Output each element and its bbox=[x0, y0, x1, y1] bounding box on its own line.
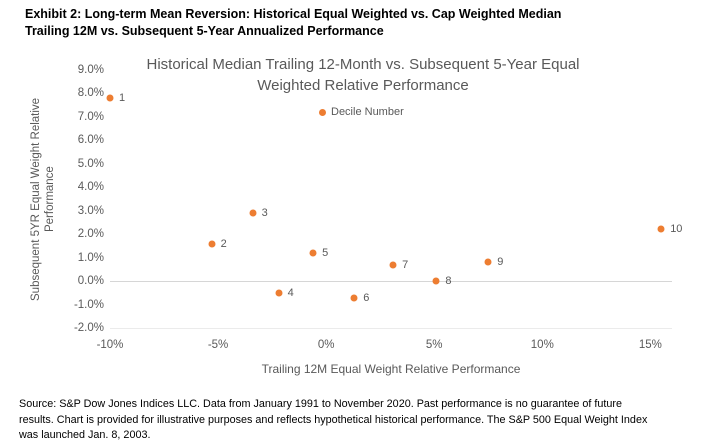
point-label-decile-1: 1 bbox=[119, 92, 126, 105]
chart-title-line1: Historical Median Trailing 12-Month vs. … bbox=[146, 56, 580, 73]
x-tick-label: -10% bbox=[96, 339, 124, 351]
point-label-decile-8: 8 bbox=[445, 275, 452, 288]
point-label-decile-2: 2 bbox=[220, 237, 227, 250]
exhibit-title: Exhibit 2: Long-term Mean Reversion: His… bbox=[25, 6, 665, 40]
exhibit-title-line1: Exhibit 2: Long-term Mean Reversion: His… bbox=[25, 7, 562, 21]
y-tick-label: -2.0% bbox=[73, 322, 104, 334]
y-axis-title-line1: Subsequent 5YR Equal Weight Relative bbox=[30, 97, 42, 301]
y-tick-label: 4.0% bbox=[77, 181, 104, 194]
scatter-point-decile-10 bbox=[657, 225, 665, 233]
y-tick-label: 2.0% bbox=[77, 228, 104, 241]
x-tick-label: -5% bbox=[207, 339, 229, 351]
exhibit-title-line2: Trailing 12M vs. Subsequent 5-Year Annua… bbox=[25, 24, 384, 38]
scatter-point-decile-6 bbox=[350, 294, 358, 301]
x-tick-label: 10% bbox=[530, 339, 554, 351]
point-label-decile-9: 9 bbox=[497, 256, 504, 269]
source-note-line1: Source: S&P Dow Jones Indices LLC. Data … bbox=[19, 398, 622, 410]
y-tick-label: 8.0% bbox=[77, 87, 104, 100]
scatter-point-decile-1 bbox=[106, 94, 114, 102]
scatter-point-decile-8 bbox=[432, 277, 440, 285]
y-tick-label: 0.0% bbox=[77, 275, 104, 288]
point-label-decile-3: 3 bbox=[261, 207, 268, 220]
y-tick-label: 1.0% bbox=[77, 251, 104, 264]
y-tick-label: 3.0% bbox=[77, 204, 104, 217]
y-axis-title: Subsequent 5YR Equal Weight Relative Per… bbox=[28, 70, 58, 328]
x-tick-label: 15% bbox=[638, 339, 662, 351]
plot-area: 1 2 3 4 5 6 7 8 9 10 bbox=[106, 70, 682, 329]
legend: Decile Number bbox=[319, 106, 404, 118]
y-tick-label: 9.0% bbox=[77, 64, 104, 76]
y-tick-label: 7.0% bbox=[77, 110, 104, 123]
x-tick-label: 5% bbox=[425, 339, 443, 351]
chart-title: Historical Median Trailing 12-Month vs. … bbox=[63, 54, 663, 96]
zero-gridline bbox=[110, 281, 672, 283]
legend-marker-icon bbox=[319, 108, 326, 116]
source-note-line3: was launched Jan. 8, 2003. bbox=[19, 429, 151, 441]
scatter-point-decile-4 bbox=[275, 289, 283, 297]
point-label-decile-4: 4 bbox=[287, 286, 294, 299]
x-tick-label: 0% bbox=[317, 339, 335, 351]
source-note-line2: results. Chart is provided for illustrat… bbox=[19, 413, 648, 426]
scatter-point-decile-2 bbox=[208, 240, 216, 248]
point-label-decile-6: 6 bbox=[363, 291, 370, 304]
x-axis-title: Trailing 12M Equal Weight Relative Perfo… bbox=[261, 362, 521, 376]
y-tick-label: 6.0% bbox=[77, 134, 104, 147]
scatter-point-decile-5 bbox=[309, 249, 317, 257]
point-label-decile-10: 10 bbox=[670, 223, 683, 236]
scatter-point-decile-3 bbox=[249, 209, 257, 217]
point-label-decile-7: 7 bbox=[402, 258, 409, 271]
point-label-decile-5: 5 bbox=[322, 246, 329, 259]
chart-title-line2: Weighted Relative Performance bbox=[257, 77, 469, 94]
y-tick-label: 5.0% bbox=[77, 157, 104, 170]
y-axis-title-line2: Performance bbox=[44, 166, 56, 232]
scatter-point-decile-9 bbox=[484, 258, 492, 266]
scatter-point-decile-7 bbox=[389, 261, 397, 269]
legend-label: Decile Number bbox=[331, 106, 404, 118]
source-note: Source: S&P Dow Jones Indices LLC. Data … bbox=[19, 397, 699, 444]
y-tick-label: -1.0% bbox=[73, 298, 104, 311]
